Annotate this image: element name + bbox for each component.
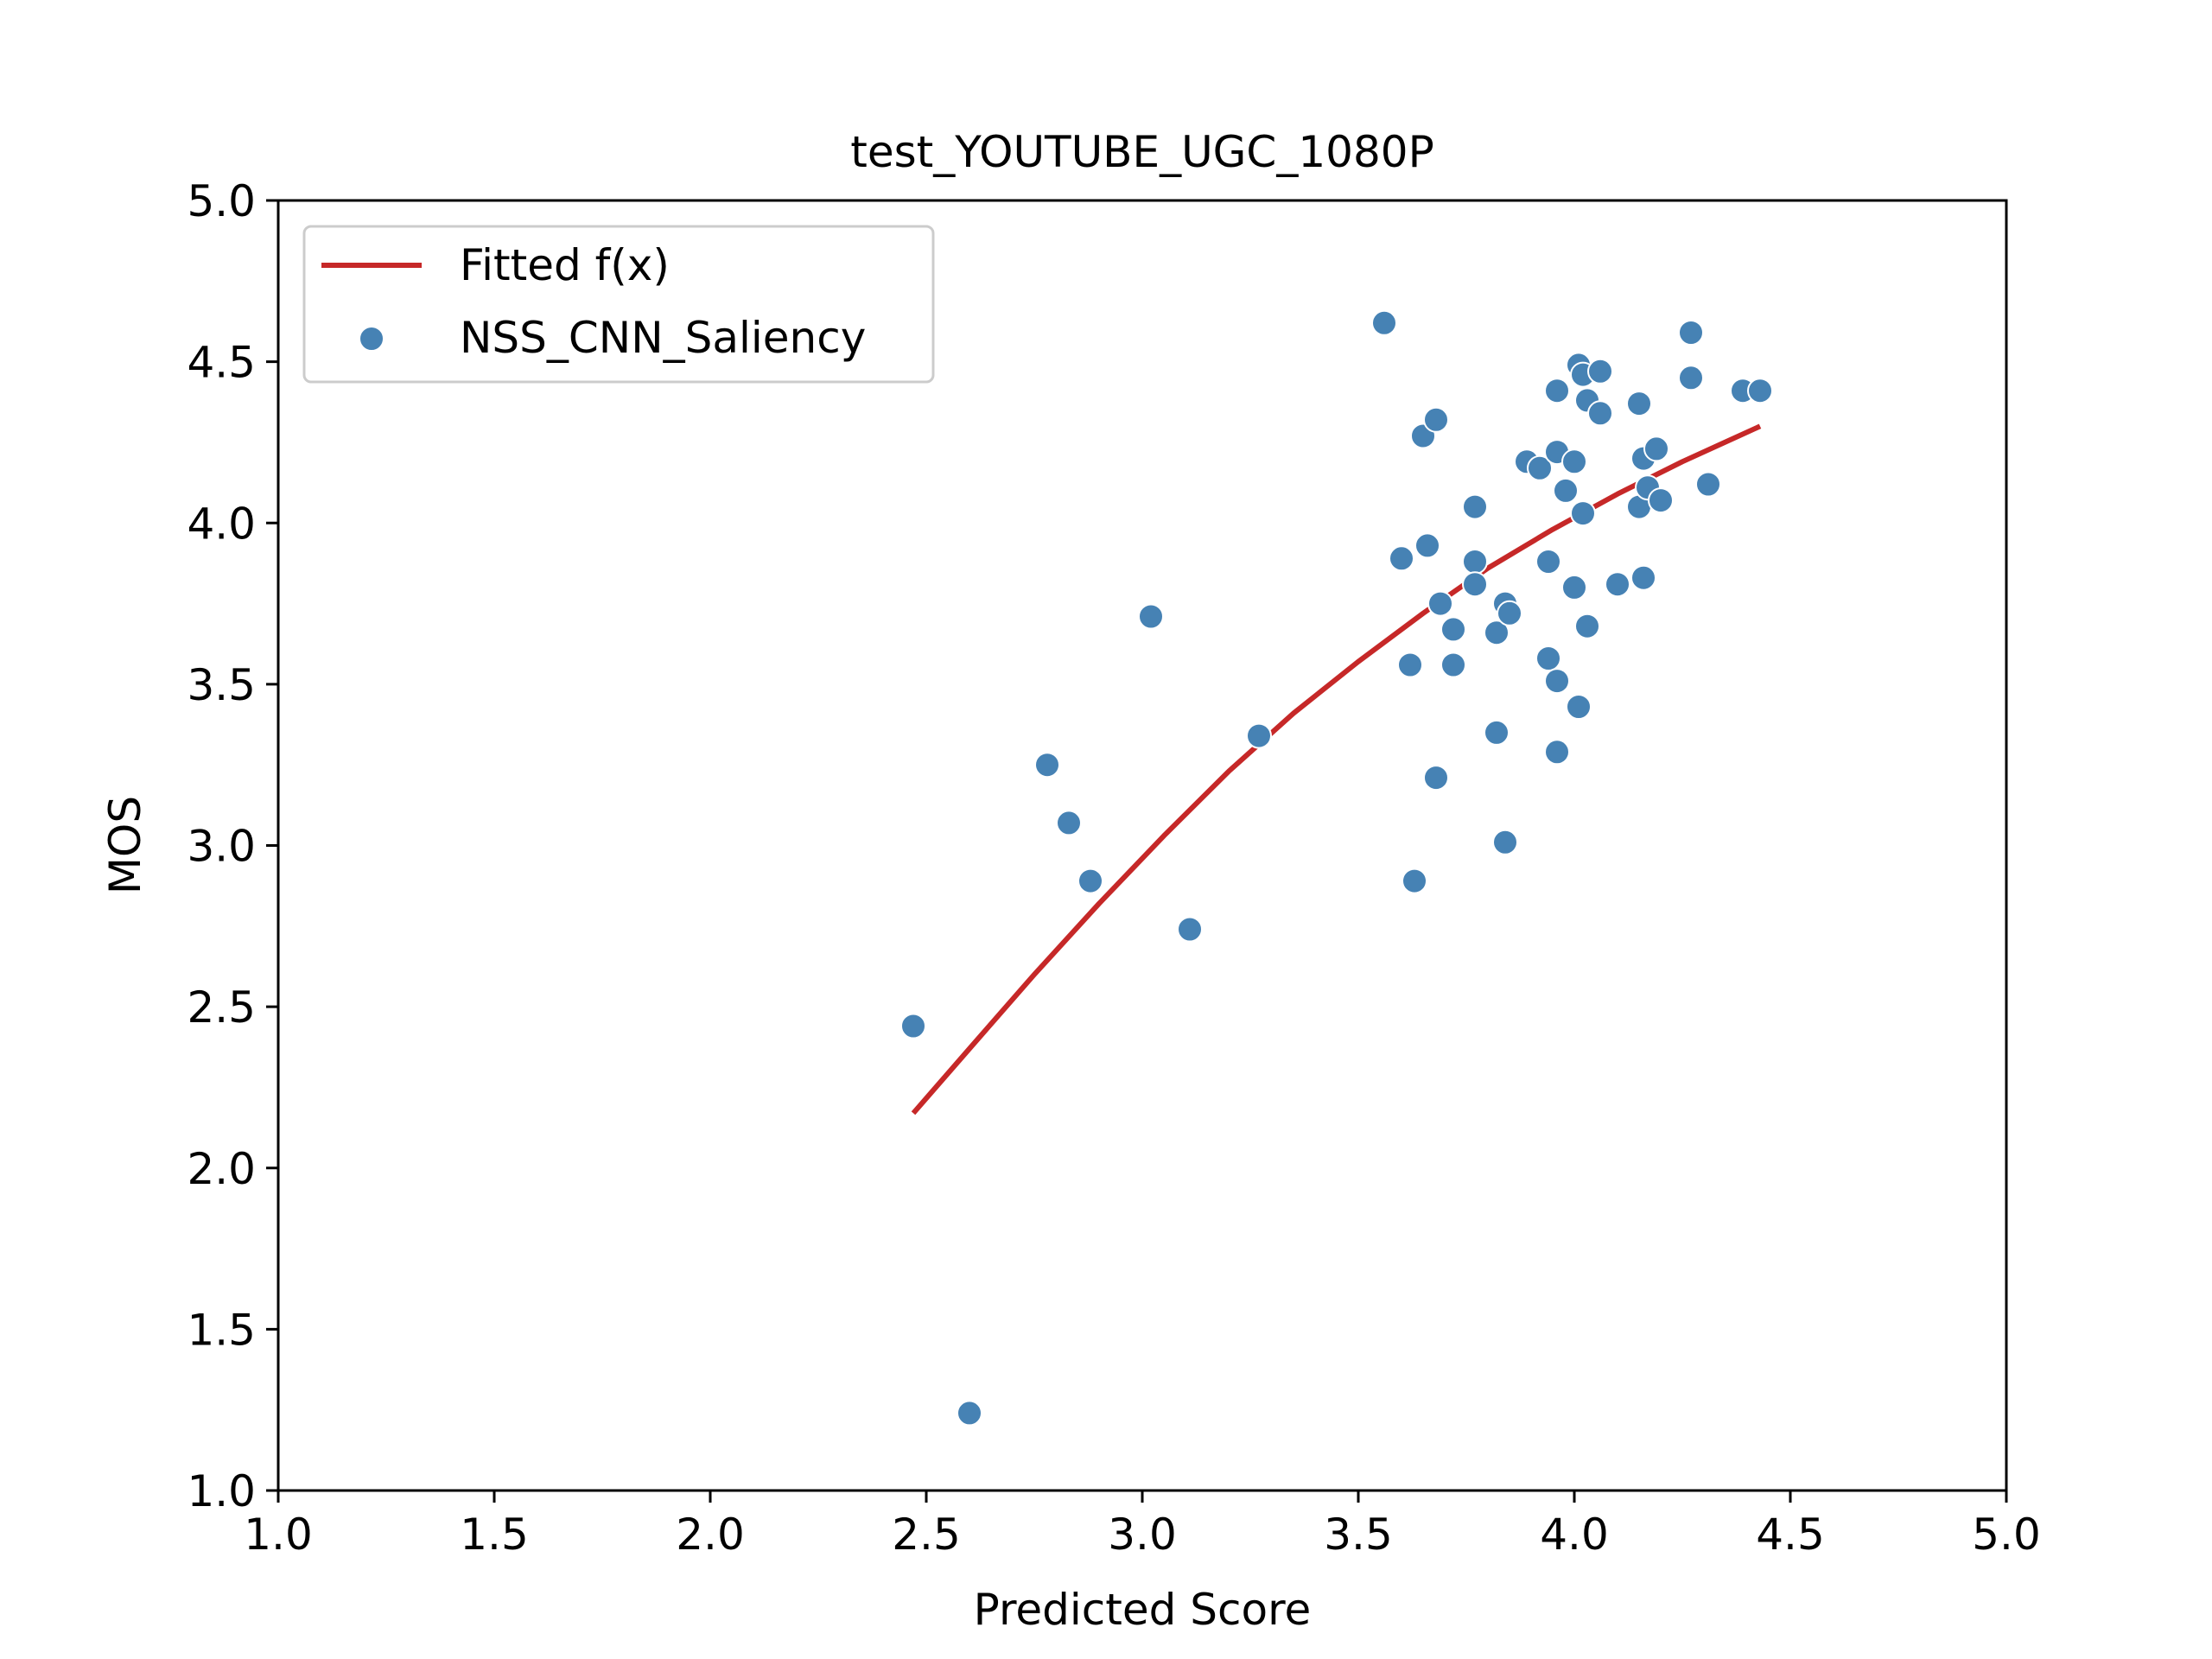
scatter-point	[1648, 487, 1674, 514]
scatter-point	[1643, 435, 1669, 462]
y-axis-label: MOS	[100, 796, 150, 894]
scatter-point	[1246, 722, 1272, 749]
scatter-point	[900, 1013, 926, 1039]
scatter-point	[1138, 603, 1164, 630]
scatter-point	[1535, 549, 1561, 575]
scatter-point	[1389, 545, 1414, 572]
x-tick-label: 4.0	[1540, 1510, 1609, 1560]
scatter-point	[1570, 500, 1596, 527]
scatter-point	[1678, 365, 1704, 391]
fitted-curve-line	[911, 423, 1762, 1116]
y-tick-label: 2.5	[187, 982, 256, 1033]
scatter-point	[1462, 549, 1488, 575]
scatter-point	[1440, 616, 1466, 643]
scatter-point	[1587, 400, 1613, 427]
scatter-point	[1077, 868, 1103, 894]
scatter-point	[1484, 620, 1510, 646]
scatter-point	[1371, 309, 1397, 336]
x-axis-label: Predicted Score	[974, 1585, 1312, 1635]
scatter-point	[1034, 752, 1060, 779]
scatter-point	[1678, 320, 1704, 346]
scatter-point	[1414, 532, 1440, 559]
scatter-point	[1747, 378, 1773, 404]
y-tick-label: 4.5	[187, 338, 256, 388]
scatter-point	[1427, 590, 1453, 617]
scatter-point	[1544, 739, 1570, 766]
scatter-point	[1561, 448, 1587, 475]
scatter-point	[1553, 477, 1579, 504]
y-tick-label: 3.5	[187, 660, 256, 710]
legend-label-points: NSS_CNN_Saliency	[460, 313, 866, 363]
scatter-point	[1566, 694, 1592, 720]
x-axis-ticks: 1.0 1.5 2.0 2.5 3.0 3.5 4.0 4.5 5.0	[244, 1491, 2041, 1560]
scatter-point	[1492, 829, 1518, 855]
scatter-points-layer	[900, 309, 1773, 1427]
scatter-point	[1484, 719, 1510, 746]
scatter-point	[957, 1400, 982, 1427]
scatter-point	[1177, 916, 1203, 943]
y-tick-label: 1.5	[187, 1305, 256, 1355]
scatter-point	[1535, 645, 1561, 671]
scatter-point	[1544, 668, 1570, 695]
chart-title: test_YOUTUBE_UGC_1080P	[850, 127, 1433, 177]
scatter-point	[1402, 868, 1427, 894]
y-tick-label: 5.0	[187, 176, 256, 226]
x-tick-label: 4.5	[1756, 1510, 1825, 1560]
scatter-point	[1397, 652, 1423, 678]
y-axis-ticks: 1.0 1.5 2.0 2.5 3.0 3.5 4.0 4.5 5.0	[187, 176, 278, 1516]
scatter-point	[1423, 406, 1449, 433]
x-tick-label: 2.0	[676, 1510, 745, 1560]
x-tick-label: 3.0	[1108, 1510, 1177, 1560]
scatter-point	[1440, 652, 1466, 678]
y-tick-label: 4.0	[187, 499, 256, 549]
scatter-point	[1561, 574, 1587, 601]
y-tick-label: 1.0	[187, 1466, 256, 1516]
legend: Fitted f(x) NSS_CNN_Saliency	[302, 225, 935, 384]
scatter-point	[1626, 391, 1652, 417]
legend-label-fit: Fitted f(x)	[460, 240, 670, 290]
y-tick-label: 3.0	[187, 822, 256, 872]
legend-frame	[302, 225, 935, 384]
fitted-curve-layer	[911, 423, 1762, 1116]
x-tick-label: 1.5	[460, 1510, 529, 1560]
scatter-point	[1574, 613, 1600, 639]
scatter-point	[1056, 810, 1082, 836]
scatter-point	[1695, 471, 1721, 498]
scatter-point	[1605, 571, 1630, 598]
scatter-point	[1544, 378, 1570, 404]
scatter-point	[1587, 358, 1613, 385]
scatter-point	[1497, 600, 1522, 626]
x-tick-label: 1.0	[244, 1510, 313, 1560]
x-tick-label: 5.0	[1972, 1510, 2041, 1560]
scatter-point	[1423, 765, 1449, 791]
x-tick-label: 2.5	[892, 1510, 961, 1560]
scatter-point	[1462, 493, 1488, 520]
x-tick-label: 3.5	[1324, 1510, 1393, 1560]
y-tick-label: 2.0	[187, 1144, 256, 1194]
scatter-point	[1462, 571, 1488, 598]
scatter-point	[1527, 454, 1553, 481]
legend-point-marker-swatch	[359, 326, 385, 352]
scatter-point	[1630, 564, 1656, 591]
